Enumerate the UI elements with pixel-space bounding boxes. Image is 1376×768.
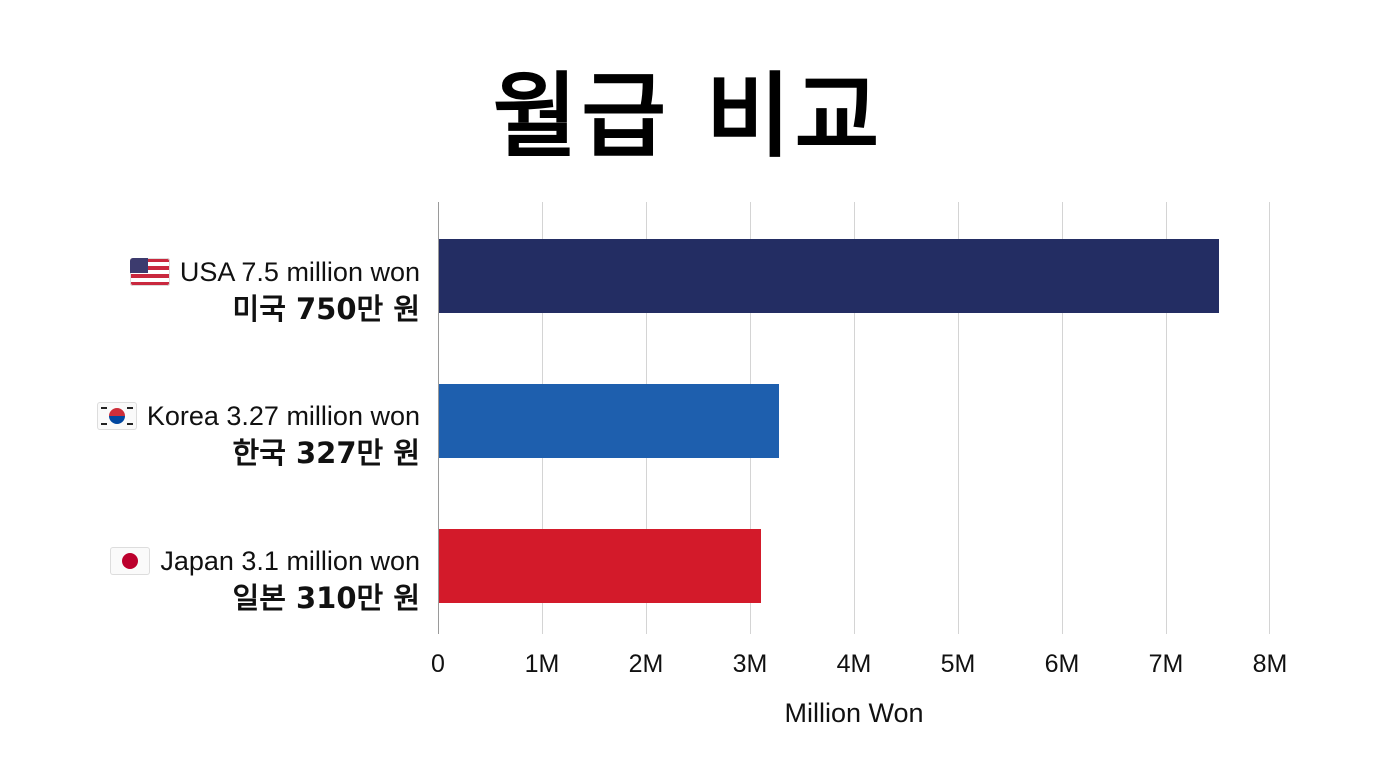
jp-flag-icon xyxy=(110,547,151,575)
label-japan: Japan 3.1 million won 일본 310만 원 xyxy=(110,544,420,618)
kr-flag-icon xyxy=(96,402,137,430)
chart-title: 월급 비교 xyxy=(492,63,884,170)
bar-usa xyxy=(439,239,1219,313)
gridline-6m xyxy=(1062,202,1063,634)
label-usa-en: USA 7.5 million won xyxy=(179,257,420,287)
x-tick: 1M xyxy=(524,650,560,678)
gridline-8m xyxy=(1269,202,1270,634)
us-flag-icon xyxy=(129,258,170,286)
label-usa: USA 7.5 million won 미국 750만 원 xyxy=(129,255,420,329)
label-korea-ko: 한국 327만 원 xyxy=(232,436,420,470)
gridline-7m xyxy=(1166,202,1167,634)
x-tick: 8M xyxy=(1252,650,1288,678)
plot-area xyxy=(438,202,1270,634)
gridline-4m xyxy=(854,202,855,634)
x-tick: 2M xyxy=(628,650,664,678)
bar-japan xyxy=(439,529,762,603)
x-axis-label: Million Won xyxy=(784,698,924,728)
label-korea-en: Korea 3.27 million won xyxy=(146,401,420,431)
label-korea: Korea 3.27 million won 한국 327만 원 xyxy=(96,399,420,473)
bar-korea xyxy=(439,384,780,458)
x-tick: 5M xyxy=(940,650,976,678)
x-tick: 4M xyxy=(836,650,872,678)
label-japan-en: Japan 3.1 million won xyxy=(160,546,420,576)
label-japan-ko: 일본 310만 원 xyxy=(232,581,420,615)
x-tick: 6M xyxy=(1044,650,1080,678)
x-tick: 7M xyxy=(1148,650,1184,678)
x-tick: 0 xyxy=(431,650,445,678)
gridline-5m xyxy=(958,202,959,634)
label-usa-ko: 미국 750만 원 xyxy=(232,292,420,326)
x-tick: 3M xyxy=(732,650,768,678)
y-axis-line xyxy=(438,202,439,634)
